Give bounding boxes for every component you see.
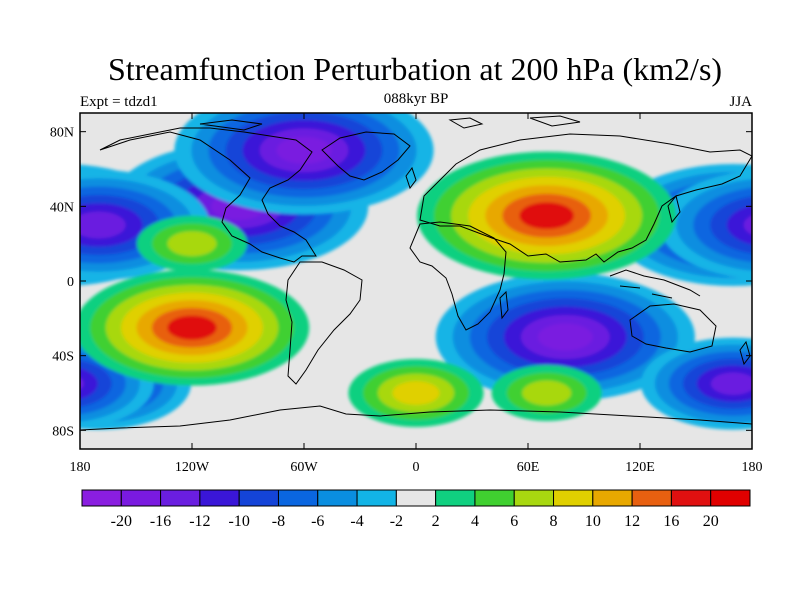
colorbar-label: -4 xyxy=(350,513,363,530)
colorbar-label: -10 xyxy=(229,513,250,530)
y-tick-label: 40N xyxy=(50,200,74,215)
x-tick-label: 120E xyxy=(625,460,655,475)
contour-band xyxy=(519,202,574,230)
colorbar-swatch xyxy=(356,489,397,507)
x-tick-label: 0 xyxy=(413,460,420,475)
x-tick-label: 120W xyxy=(175,460,210,475)
colorbar-label: -20 xyxy=(111,513,132,530)
colorbar-label: 8 xyxy=(550,513,558,530)
y-tick-label: 40S xyxy=(52,350,74,365)
colorbar-label: -6 xyxy=(311,513,324,530)
colorbar-swatch xyxy=(317,489,358,507)
x-axis: 180 120W 60W 0 60E 120E 180 xyxy=(70,113,763,475)
coast-south-america xyxy=(285,261,363,385)
contour-band xyxy=(392,381,440,405)
contour-band xyxy=(743,215,752,235)
time-label: 088kyr BP xyxy=(384,91,449,107)
contour-band xyxy=(538,323,593,351)
contour-band xyxy=(726,205,752,245)
colorbar-label: 4 xyxy=(471,513,479,530)
colorbar-label: 16 xyxy=(663,513,679,530)
coast-greenland xyxy=(321,131,411,181)
contour-band xyxy=(276,136,332,164)
colorbar-swatch xyxy=(710,489,751,507)
contour-band xyxy=(80,211,126,239)
contour-band xyxy=(710,372,752,395)
coast-africa xyxy=(409,221,507,331)
colorbar-label: -16 xyxy=(150,513,171,530)
contour-band xyxy=(80,377,84,390)
coast-japan xyxy=(667,194,681,224)
colorbar-swatch xyxy=(120,489,162,507)
colorbar-label: 10 xyxy=(585,513,601,530)
colorbar-swatch xyxy=(670,489,712,507)
colorbar-swatch xyxy=(474,489,515,507)
contour-band xyxy=(80,368,98,400)
coast-arctic-islands xyxy=(199,115,581,131)
coastlines xyxy=(80,115,752,431)
y-tick-label: 0 xyxy=(67,275,74,290)
x-tick-label: 60E xyxy=(517,460,540,475)
colorbar-swatch xyxy=(513,489,555,507)
contour-band xyxy=(167,315,217,340)
colorbar-swatch xyxy=(435,489,476,507)
colorbar-label: -8 xyxy=(272,513,285,530)
coast-indonesia xyxy=(609,269,701,299)
colorbar-swatch xyxy=(238,489,279,507)
x-tick-label: 180 xyxy=(70,460,91,475)
contour-band xyxy=(748,377,752,390)
colorbar-label: -2 xyxy=(390,513,403,530)
y-axis: 80N 40N 0 40S 80S xyxy=(50,126,752,439)
season-label: JJA xyxy=(729,94,752,110)
colorbar-label: 20 xyxy=(703,513,719,530)
chart-title: Streamfunction Perturbation at 200 hPa (… xyxy=(108,51,722,87)
colorbar-label: 6 xyxy=(510,513,518,530)
colorbar-swatch xyxy=(395,489,437,507)
coast-australia xyxy=(629,303,717,353)
coast-madagascar xyxy=(499,290,509,320)
y-tick-label: 80N xyxy=(50,126,74,141)
colorbar-swatch xyxy=(592,489,633,507)
y-tick-label: 80S xyxy=(52,424,74,439)
colorbar: -20 -16 -12 -10 -8 -6 -4 -2 2 4 6 8 10 12 16 20 xyxy=(81,489,751,530)
coast-north-america xyxy=(99,127,317,263)
contour-band xyxy=(522,380,572,406)
colorbar-swatch xyxy=(81,489,122,507)
contour-band xyxy=(167,231,217,257)
colorbar-swatch xyxy=(553,489,594,507)
colorbar-swatch xyxy=(277,489,319,507)
coast-britain xyxy=(405,166,417,190)
colorbar-label: -12 xyxy=(189,513,210,530)
x-tick-label: 60W xyxy=(290,460,318,475)
colorbar-label: 2 xyxy=(432,513,440,530)
plot-area xyxy=(79,112,753,450)
colorbar-label: 12 xyxy=(624,513,640,530)
colorbar-swatch xyxy=(160,489,201,507)
experiment-label: Expt = tdzd1 xyxy=(80,94,158,110)
coast-eurasia xyxy=(419,133,752,263)
coast-antarctica xyxy=(80,405,752,431)
x-tick-label: 180 xyxy=(742,460,763,475)
colorbar-swatch xyxy=(631,489,672,507)
colorbar-swatch xyxy=(199,489,240,507)
